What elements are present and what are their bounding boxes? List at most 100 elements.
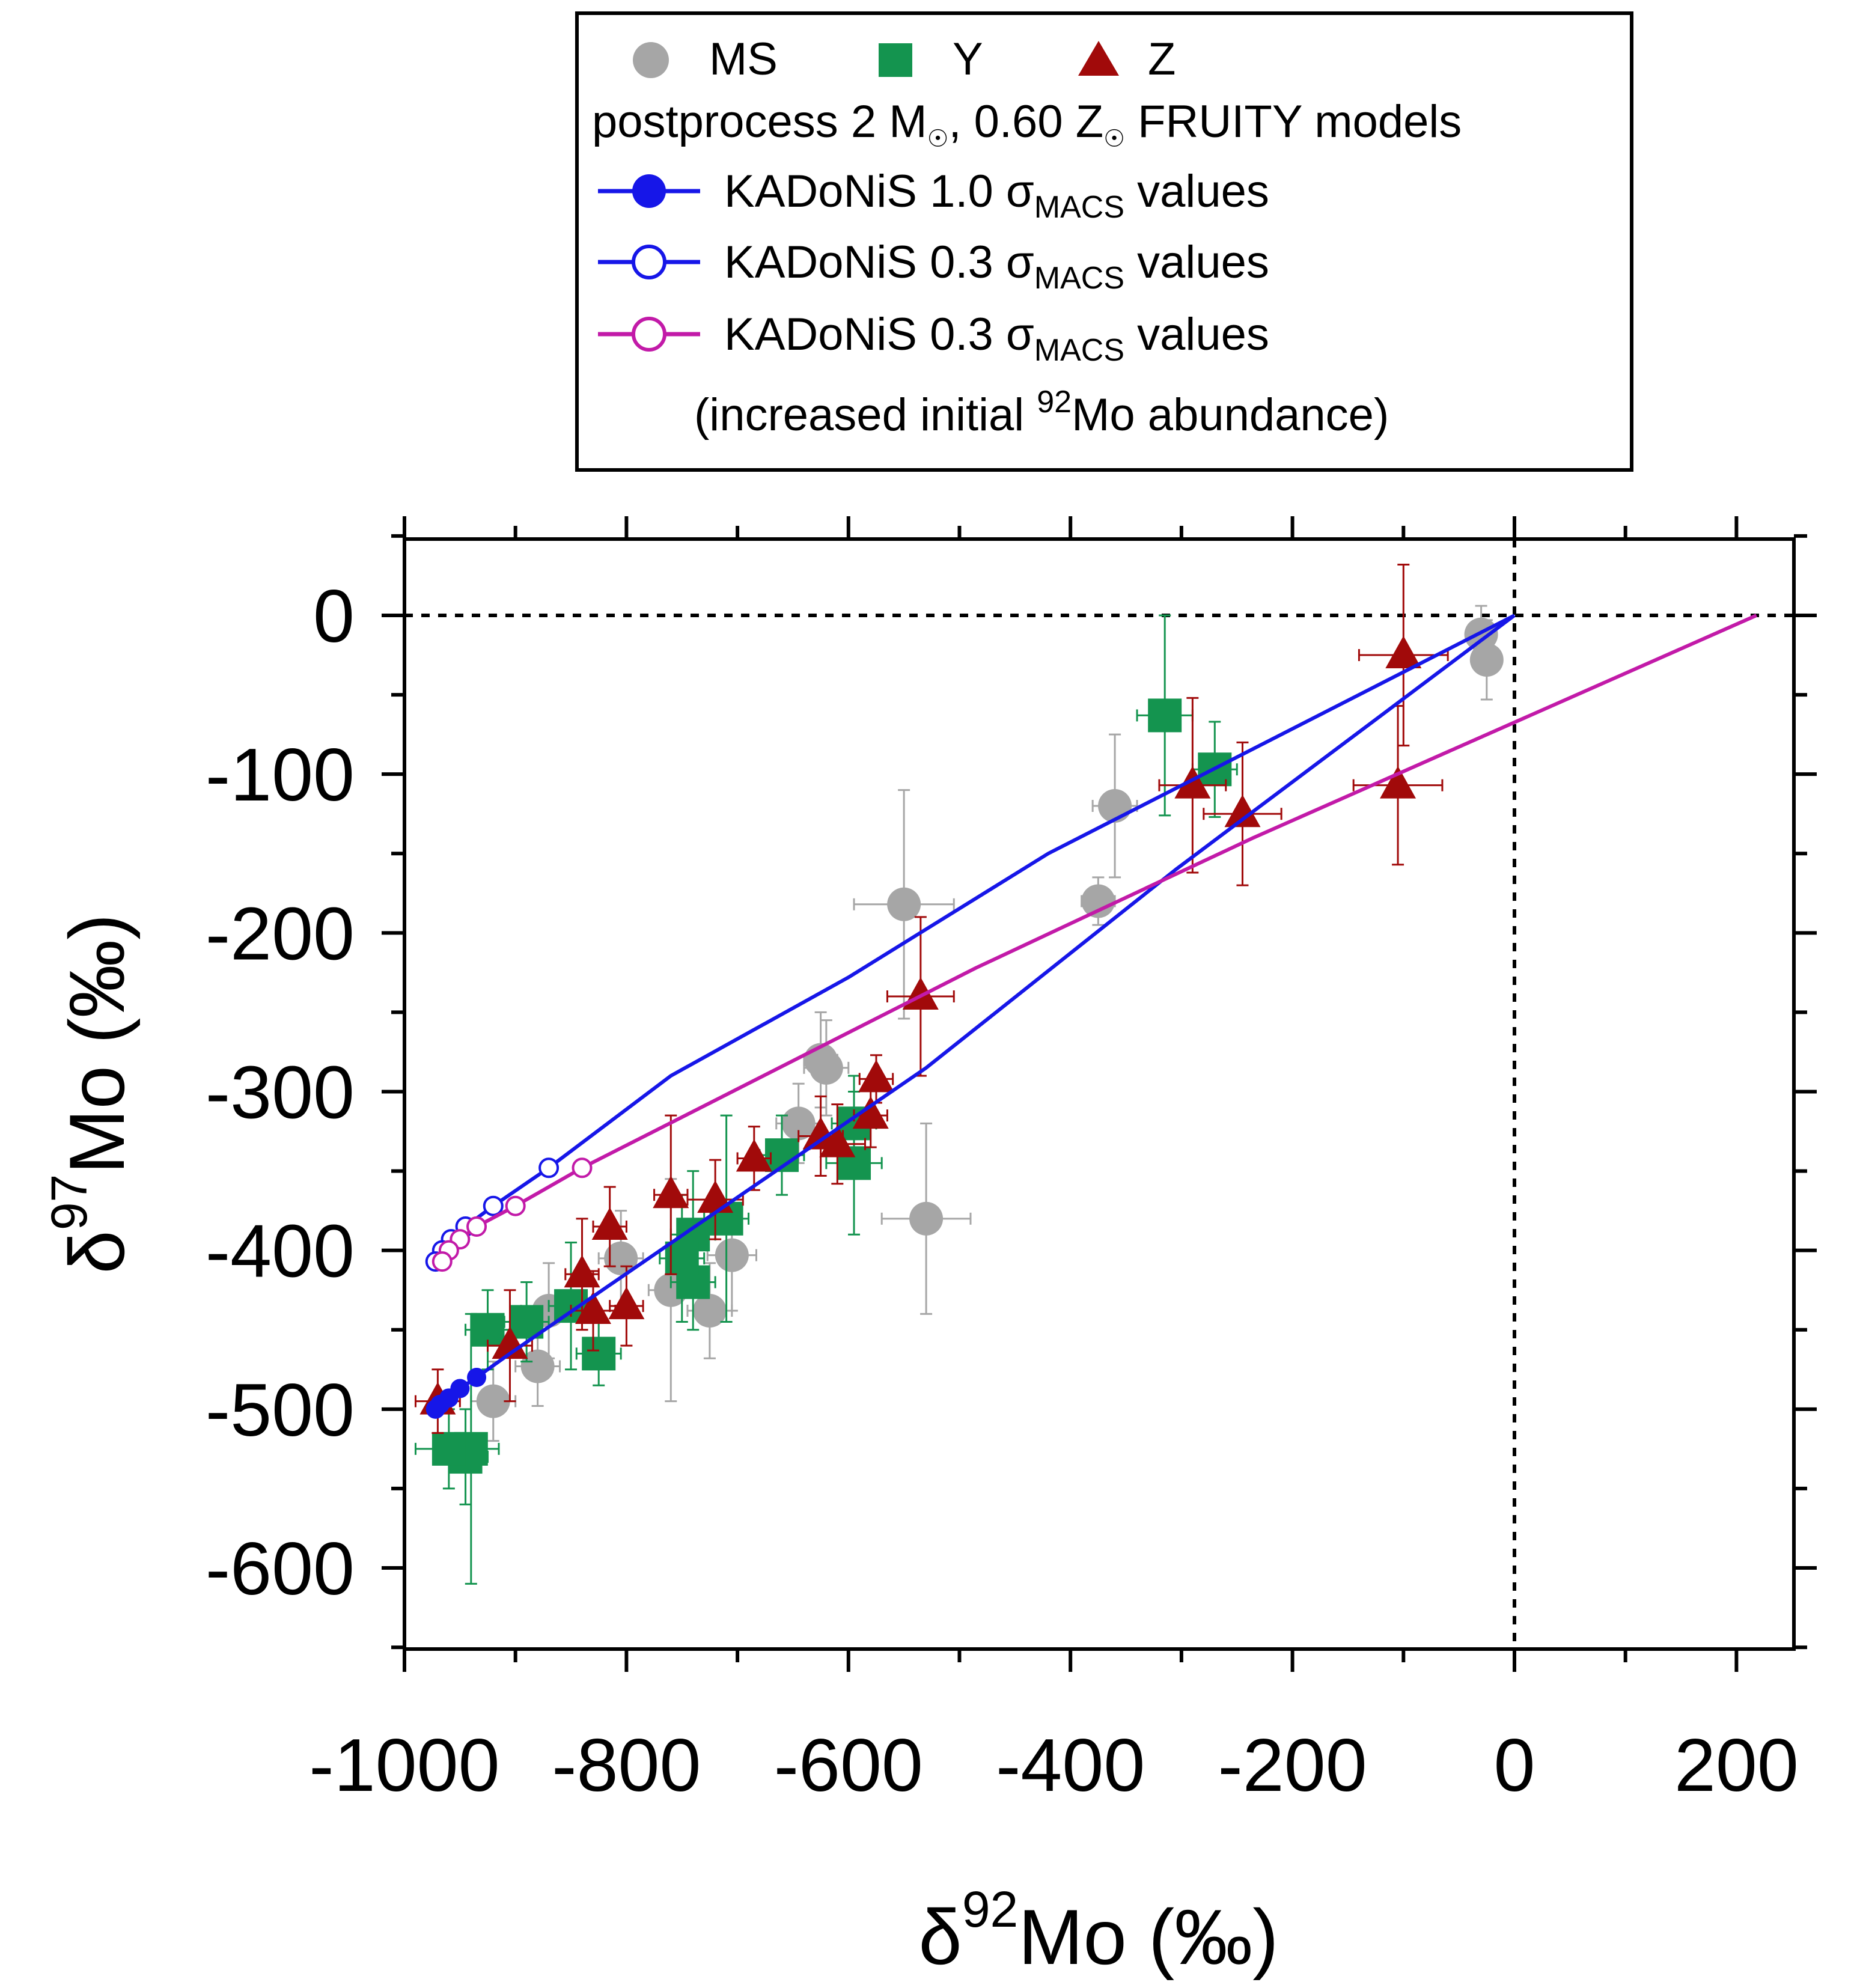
data-point-ms [781,1106,816,1141]
model-line-1 [425,614,1516,1419]
legend-k10-sub: MACS [1034,190,1124,225]
legend-note-post: Mo abundance) [1072,389,1389,441]
legend-k03-sub: MACS [1034,261,1124,296]
tick-labels: -1000 -800 -600 -400 -200 0 200 0 -100 -200 -300 -4… [206,575,1799,1807]
data-point-z [736,1139,772,1172]
data-point-z [1224,794,1261,828]
y-tick-label: -600 [206,1528,355,1611]
legend-k10-text: KADoNiS 1.0 σMACS values [724,166,1269,225]
model-marker-open [505,1195,526,1216]
legend-frame [575,11,1633,472]
sun-symbol: ☉ [1103,126,1125,152]
data-point-z [608,1287,645,1320]
legend-k03-text: KADoNiS 0.3 σMACS values [724,237,1269,296]
y-tick-label: 0 [313,575,355,658]
legend-y-label: Y [953,34,983,85]
series-ms [470,605,1504,1442]
legend-k03-post: values [1124,237,1269,288]
legend-k03m-note: (increased initial 92Mo abundance) [694,385,1389,441]
model-marker-open [466,1216,487,1237]
model-line-path [441,614,1757,1263]
x-axis-rest: Mo (‰) [1018,1893,1278,1981]
legend-k10-pre: KADoNiS 1.0 σ [724,166,1034,217]
data-point-z [653,1175,689,1209]
data-point-z [852,1096,889,1129]
data-point-ms [520,1349,555,1383]
data-point-ms [1464,617,1498,651]
data-point-z [575,1291,611,1325]
data-point-z [591,1207,628,1240]
data-point-ms [1469,642,1504,677]
legend-k10-post: values [1124,166,1269,217]
y-tick-label: -500 [206,1369,355,1452]
data-point-z [697,1180,734,1213]
data-point-y [1148,698,1182,733]
legend-k03m-marker [632,317,666,352]
data-point-ms [1081,884,1115,918]
legend-k03m-text: KADoNiS 0.3 σMACS values [724,309,1269,368]
y-axis-title: δ97Mo (‰) [41,913,141,1273]
model-line-path [434,614,1516,1263]
legend: MS Y Z postprocess 2 M☉, 0.60 Z☉ FRUITY … [575,11,1633,472]
x-axis-title: δ92Mo (‰) [918,1881,1278,1981]
data-point-z [492,1326,528,1359]
model-marker-open [483,1195,504,1216]
legend-model-description: postprocess 2 M☉, 0.60 Z☉ FRUITY models [592,96,1462,152]
x-tick-label: 200 [1674,1724,1799,1807]
x-tick-label: -800 [552,1724,701,1807]
data-point-ms [476,1384,510,1418]
model-marker-open [572,1157,593,1178]
legend-k03-marker [632,245,666,279]
sun-symbol: ☉ [927,126,949,152]
legend-k03m-post: values [1124,309,1269,360]
data-point-z [902,977,939,1010]
x-axis-delta: δ [918,1893,962,1981]
legend-model-mid: , 0.60 Z [948,96,1103,147]
model-marker-filled [467,1368,487,1387]
x-tick-label: -600 [774,1724,923,1807]
x-tick-label: -200 [1218,1724,1367,1807]
data-point-z [1385,636,1422,669]
legend-z-marker [1078,41,1119,76]
reference-lines [404,539,1794,1649]
x-axis-sup: 92 [962,1881,1018,1938]
data-point-ms [909,1201,944,1236]
legend-k03-pre: KADoNiS 0.3 σ [724,237,1034,288]
y-axis-delta: δ [53,1230,141,1273]
x-tick-label: -400 [996,1724,1145,1807]
model-marker-open [538,1157,560,1178]
data-point-ms [715,1238,749,1272]
legend-y-marker [879,43,912,77]
data-point-z [564,1255,600,1288]
data-point-z [1174,766,1211,799]
legend-model-post: FRUITY models [1125,96,1462,147]
data-point-y [431,1432,466,1466]
data-point-ms [887,887,921,921]
y-axis-rest: Mo (‰) [53,913,141,1174]
data-point-y [582,1337,616,1371]
model-marker-filled [425,1399,445,1419]
legend-ms-marker [633,42,669,78]
y-tick-label: -100 [206,734,355,817]
plot-frame [403,537,1796,1651]
legend-ms-label: MS [709,34,778,85]
data-point-z [1380,766,1416,799]
legend-note-sup: 92 [1037,385,1072,419]
y-tick-label: -300 [206,1052,355,1135]
legend-z-label: Z [1148,34,1176,85]
series-layer [414,563,1757,1585]
legend-note-pre: (increased initial [694,389,1037,441]
x-tick-label: 0 [1494,1724,1535,1807]
model-line-3 [431,614,1757,1272]
legend-model-pre: postprocess 2 M [592,96,927,147]
legend-k03m-pre: KADoNiS 0.3 σ [724,309,1034,360]
data-point-z [802,1117,839,1150]
data-point-ms [809,1050,843,1085]
axis-ticks [382,516,1817,1672]
y-tick-label: -200 [206,892,355,975]
data-point-ms [692,1294,727,1328]
legend-k10-marker [632,174,666,208]
legend-k03m-sub: MACS [1034,333,1124,368]
series-z [414,563,1449,1434]
